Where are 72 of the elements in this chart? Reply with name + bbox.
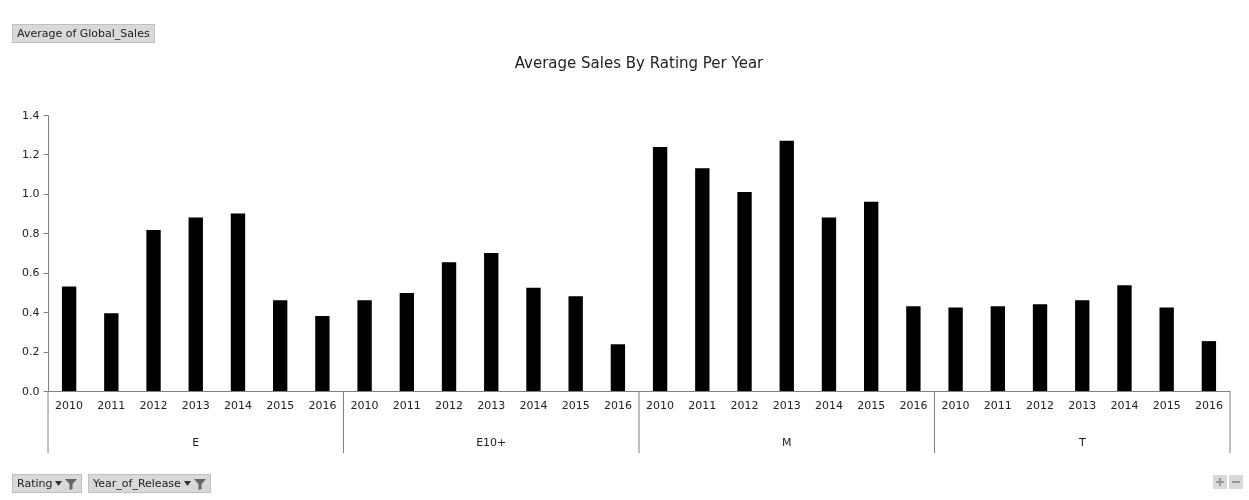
bar	[1201, 341, 1217, 391]
y-tick-label: 1.0	[22, 187, 40, 201]
x-tick-label: 2015	[266, 398, 295, 412]
bar	[568, 296, 583, 391]
bar	[526, 287, 541, 391]
y-tick-label: 1.4	[22, 108, 40, 122]
y-tick-label: 0.8	[22, 226, 40, 240]
x-tick-label: 2014	[519, 398, 548, 412]
x-tick-label: 2016	[899, 398, 928, 412]
bar	[864, 201, 879, 391]
bar	[737, 191, 752, 391]
x-tick-label: 2012	[435, 398, 464, 412]
y-tick-label: 0.6	[22, 266, 40, 280]
x-tick-label: 2015	[561, 398, 590, 412]
bar	[357, 300, 372, 391]
y-tick-label: 0.0	[22, 384, 40, 398]
x-tick-label: 2013	[477, 398, 506, 412]
bar	[610, 344, 626, 391]
x-tick-label: 2011	[97, 398, 126, 412]
y-tick-label: 1.2	[22, 147, 40, 161]
x-tick-label: 2011	[392, 398, 421, 412]
bar	[1032, 304, 1048, 391]
text: T	[1077, 436, 1086, 449]
bar	[1117, 285, 1132, 391]
x-tick-label: 2010	[350, 398, 379, 412]
x-tick-label: 2014	[814, 398, 843, 412]
x-tick-label: 2011	[983, 398, 1012, 412]
text: E	[192, 436, 200, 449]
bar	[188, 217, 203, 391]
text: Rating	[17, 477, 53, 490]
text: Average of Global_Sales	[17, 27, 150, 40]
x-tick-label: 2010	[646, 398, 675, 412]
x-tick-label: 2013	[181, 398, 210, 412]
bar	[441, 262, 457, 391]
x-tick-label: 2014	[223, 398, 252, 412]
x-tick-label: 2014	[1110, 398, 1139, 412]
bar	[948, 307, 963, 391]
bar	[146, 229, 161, 391]
bar	[61, 286, 77, 391]
x-tick-label: 2012	[1026, 398, 1055, 412]
x-tick-label: 2011	[688, 398, 717, 412]
text: E10+	[476, 436, 507, 449]
bar	[1075, 300, 1090, 391]
x-tick-label: 2012	[139, 398, 168, 412]
x-tick-label: 2013	[772, 398, 801, 412]
bar	[906, 306, 921, 391]
text: M	[782, 436, 792, 449]
x-tick-label: 2010	[55, 398, 84, 412]
bar	[695, 168, 710, 391]
bar	[399, 293, 414, 391]
x-tick-label: 2010	[941, 398, 970, 412]
x-tick-label: 2012	[730, 398, 759, 412]
bar	[652, 146, 668, 391]
text: Year_of_Release	[93, 477, 181, 490]
bar	[104, 313, 119, 391]
bar	[484, 253, 499, 391]
bar	[990, 306, 1005, 391]
x-tick-label: 2016	[603, 398, 632, 412]
x-tick-label: 2015	[857, 398, 886, 412]
y-tick-label: 0.2	[22, 345, 40, 359]
x-tick-label: 2016	[1194, 398, 1223, 412]
bar	[779, 140, 794, 391]
x-tick-label: 2015	[1152, 398, 1181, 412]
bar	[1159, 307, 1174, 391]
bar	[821, 217, 837, 391]
y-tick-label: 0.4	[22, 305, 40, 319]
chart-title: Average Sales By Rating Per Year	[514, 54, 765, 72]
x-tick-label: 2016	[308, 398, 337, 412]
bar	[273, 300, 288, 391]
x-tick-label: 2013	[1068, 398, 1097, 412]
bar	[230, 213, 246, 391]
bar	[315, 316, 330, 391]
